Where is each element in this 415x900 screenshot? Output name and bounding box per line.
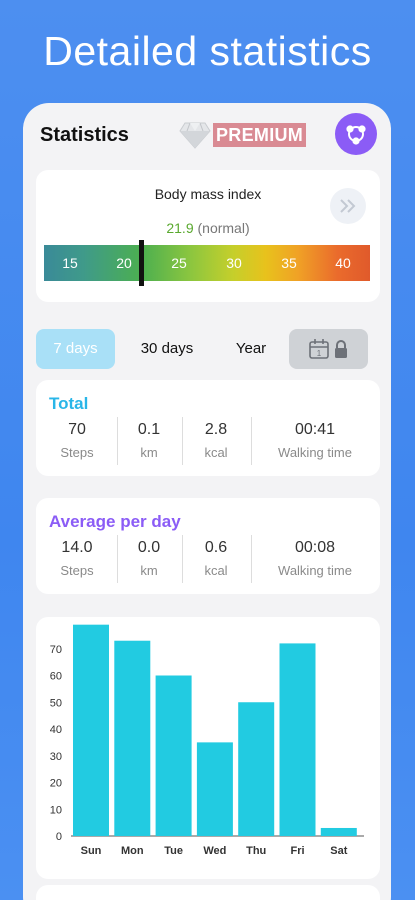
divider (251, 417, 252, 465)
app-header: Statistics PREMIUM (23, 103, 391, 165)
bar-sun[interactable] (73, 624, 109, 836)
tab-7-days[interactable]: 7 days (36, 329, 115, 369)
divider (182, 417, 183, 465)
stat-value: 00:08 (294, 539, 336, 556)
steps-chart-card: 0 10 20 30 40 50 60 70 Sun Mon Tue Wed Thu Fri Sat (36, 617, 380, 879)
tab-30-days[interactable]: 30 days (140, 340, 194, 357)
stat-label: km (140, 445, 158, 460)
tab-year[interactable]: Year (235, 340, 267, 357)
y-tick-label: 20 (50, 778, 62, 790)
total-steps: 70 Steps (42, 421, 112, 460)
total-title: Total (49, 394, 89, 413)
bmi-tick: 30 (226, 255, 242, 271)
x-tick-label: Wed (203, 845, 226, 857)
x-tick-label: Mon (121, 845, 144, 857)
y-tick-label: 30 (50, 751, 62, 763)
bmi-tick: 15 (62, 255, 78, 271)
diamond-icon (179, 122, 211, 149)
y-tick-label: 40 (50, 724, 62, 736)
stat-label: Steps (60, 445, 94, 460)
bmi-title: Body mass index (154, 186, 262, 202)
divider (117, 535, 118, 583)
stat-value: 14.0 (61, 539, 93, 556)
double-chevron-right-icon (340, 199, 356, 213)
bar-thu[interactable] (238, 702, 275, 836)
stat-label: kcal (204, 445, 228, 460)
premium-label: PREMIUM (213, 123, 307, 147)
calendar-icon: 1 (309, 339, 329, 359)
total-card: Total 70 Steps 0.1 km 2.8 kcal 00:41 Wal… (36, 380, 380, 476)
average-km: 0.0 km (122, 539, 176, 578)
x-tick-label: Thu (246, 845, 266, 857)
svg-text:1: 1 (317, 349, 322, 358)
y-tick-label: 70 (50, 644, 62, 656)
bmi-scale: 15 20 25 30 35 40 (44, 245, 370, 281)
stat-value: 2.8 (204, 421, 228, 438)
total-km: 0.1 km (122, 421, 176, 460)
phone-screen: Statistics PREMIUM Body mass index 21.9 (23, 103, 391, 900)
custom-range-locked-button[interactable]: 1 (289, 329, 368, 369)
stat-label: km (140, 563, 158, 578)
average-card: Average per day 14.0 Steps 0.0 km 0.6 kc… (36, 498, 380, 594)
lock-icon (335, 340, 347, 358)
total-walking-time: 00:41 Walking time (258, 421, 372, 460)
next-card (36, 885, 380, 900)
period-selector: 7 days 30 days Year 1 (36, 329, 380, 369)
page-title: Statistics (40, 124, 129, 146)
average-title: Average per day (49, 512, 181, 531)
x-tick-label: Fri (290, 845, 304, 857)
stat-value: 0.6 (204, 539, 228, 556)
average-steps: 14.0 Steps (42, 539, 112, 578)
x-tick-label: Sun (81, 845, 102, 857)
bmi-tick: 40 (335, 255, 351, 271)
y-tick-label: 10 (50, 804, 62, 816)
bar-wed[interactable] (196, 742, 233, 836)
stat-label: Walking time (278, 445, 352, 460)
bar-sat[interactable] (320, 827, 357, 836)
bmi-tick: 25 (171, 255, 187, 271)
bmi-details-button[interactable] (330, 188, 366, 224)
average-walking-time: 00:08 Walking time (258, 539, 372, 578)
stat-label: Walking time (278, 563, 352, 578)
divider (182, 535, 183, 583)
x-tick-label: Tue (164, 845, 183, 857)
share-icon (346, 125, 366, 145)
bmi-card: Body mass index 21.9 (normal) 15 20 25 3… (36, 170, 380, 302)
bmi-tick: 20 (116, 255, 132, 271)
share-button[interactable] (335, 113, 377, 155)
total-kcal: 2.8 kcal (188, 421, 244, 460)
bar-mon[interactable] (114, 640, 151, 836)
headline: Detailed statistics (43, 28, 372, 74)
premium-badge[interactable]: PREMIUM (179, 121, 307, 151)
divider (117, 417, 118, 465)
y-tick-label: 50 (50, 697, 62, 709)
stat-label: kcal (204, 563, 228, 578)
stat-value: 0.1 (137, 421, 161, 438)
bmi-value-line: 21.9 (normal) (36, 220, 380, 236)
stat-label: Steps (60, 563, 94, 578)
y-tick-label: 60 (50, 671, 62, 683)
divider (251, 535, 252, 583)
stat-value: 00:41 (294, 421, 336, 438)
bar-tue[interactable] (155, 675, 192, 837)
x-tick-label: Sat (330, 845, 347, 857)
bmi-value: 21.9 (166, 220, 194, 236)
average-kcal: 0.6 kcal (188, 539, 244, 578)
bmi-status: (normal) (197, 220, 250, 236)
y-tick-label: 0 (56, 831, 62, 843)
stat-value: 0.0 (137, 539, 161, 556)
stat-value: 70 (68, 421, 86, 438)
bmi-marker (139, 240, 144, 286)
bar-fri[interactable] (279, 643, 316, 836)
steps-bar-chart: 0 10 20 30 40 50 60 70 Sun Mon Tue Wed Thu Fri Sat (50, 624, 364, 857)
bmi-tick: 35 (281, 255, 297, 271)
